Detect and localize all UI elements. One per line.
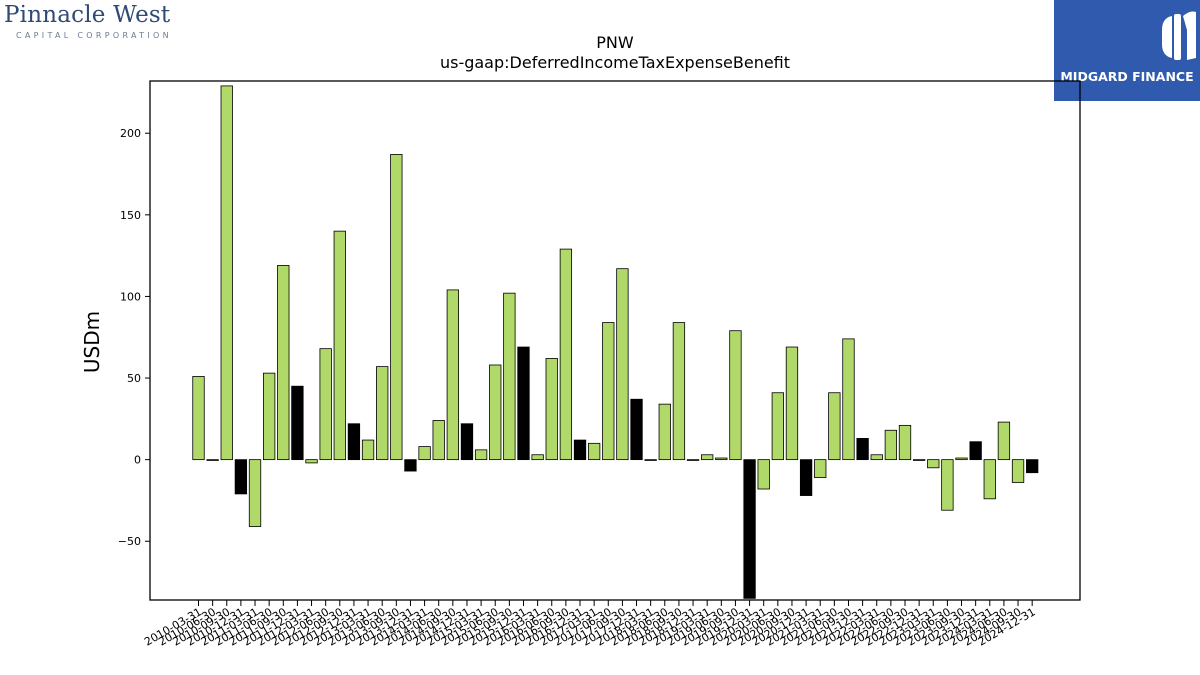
bar-2021-12-31 [856, 438, 869, 461]
y-axis: −50 0 50 100 150 200 [118, 127, 150, 548]
bar-2019-09-30 [729, 330, 742, 461]
x-axis: 2010-03-312010-06-302010-09-302010-12-31… [142, 600, 1038, 649]
chart-subtitle: us-gaap:DeferredIncomeTaxExpenseBenefit [440, 53, 790, 72]
plot-frame [149, 80, 1081, 601]
midgard-mark-icon [1162, 11, 1196, 60]
y-tick-label: 50 [127, 372, 141, 385]
bar-2013-03-31 [361, 439, 375, 461]
bar-2017-09-30 [616, 268, 629, 461]
pinnacle-west-logo: Pinnacle West CAPITAL CORPORATION [4, 2, 194, 44]
bar-2023-03-31 [927, 459, 940, 469]
bar-2018-03-31 [644, 459, 657, 461]
bar-2017-03-31 [587, 442, 601, 461]
bar-2020-12-31 [799, 459, 813, 496]
bar-2010-09-30 [220, 85, 233, 461]
bar-2022-09-30 [898, 424, 912, 461]
bar-2010-12-31 [234, 459, 248, 495]
bar-2015-03-31 [474, 449, 488, 461]
bar-2021-09-30 [842, 338, 855, 461]
bar-2010-06-30 [206, 459, 219, 461]
bar-2020-03-31 [757, 459, 770, 490]
logo-name: Pinnacle West [4, 2, 171, 28]
bar-2023-06-30 [941, 459, 954, 511]
bar-2018-09-30 [672, 322, 686, 461]
logo-name: MIDGARD FINANCE [1060, 69, 1194, 84]
bar-2024-03-31 [983, 459, 996, 500]
bar-2017-06-30 [602, 322, 615, 461]
bar-2011-12-31 [291, 385, 304, 461]
logo-subtitle: CAPITAL CORPORATION [16, 31, 172, 40]
bar-2023-12-31 [969, 441, 982, 461]
bar-2013-12-31 [404, 459, 417, 472]
bar-2024-06-30 [997, 421, 1011, 461]
bar-2011-03-31 [248, 459, 262, 527]
y-axis-label: USDm [80, 311, 104, 373]
bar-2013-06-30 [376, 366, 389, 461]
y-tick-label: 0 [134, 454, 141, 467]
bar-2015-12-31 [517, 346, 530, 461]
bar-2011-06-30 [262, 372, 276, 461]
bar-2023-09-30 [955, 457, 968, 461]
bar-2019-12-31 [743, 459, 756, 599]
bar-2019-06-30 [715, 457, 728, 461]
bar-2012-09-30 [333, 230, 346, 461]
bar-2020-09-30 [785, 346, 799, 461]
bar-2015-06-30 [489, 364, 502, 461]
bar-2021-03-31 [814, 459, 827, 478]
bar-2019-03-31 [701, 454, 714, 461]
y-tick-label: −50 [118, 535, 141, 548]
y-tick-label: 150 [120, 209, 141, 222]
bar-2016-03-31 [531, 454, 544, 461]
bar-2014-06-30 [432, 420, 445, 461]
bar-2012-12-31 [347, 423, 361, 461]
bar-2014-03-31 [418, 446, 431, 461]
y-tick-label: 200 [120, 127, 141, 140]
bar-2011-09-30 [277, 265, 290, 461]
bar-2014-09-30 [446, 289, 459, 461]
bar-2015-09-30 [503, 292, 516, 461]
bar-2021-06-30 [828, 392, 841, 461]
bar-2022-03-31 [870, 454, 883, 461]
bar-2020-06-30 [771, 392, 784, 461]
bar-2017-12-31 [630, 398, 643, 461]
bar-2022-06-30 [884, 429, 898, 461]
bar-2013-09-30 [390, 154, 403, 461]
bar-series [192, 85, 1039, 599]
bar-2012-06-30 [319, 348, 332, 461]
chart-title: PNW [596, 33, 634, 52]
bar-2018-12-31 [686, 459, 700, 461]
bar-2016-12-31 [573, 439, 587, 461]
midgard-finance-logo: MIDGARD FINANCE [1054, 0, 1200, 101]
bar-2018-06-30 [658, 403, 671, 461]
bar-2010-03-31 [192, 376, 205, 461]
bar-2022-12-31 [912, 459, 926, 461]
bar-2024-09-30 [1011, 459, 1025, 483]
y-tick-label: 100 [120, 290, 141, 303]
bar-2012-03-31 [305, 459, 318, 464]
bar-2016-06-30 [545, 358, 558, 461]
bar-2016-09-30 [559, 248, 573, 461]
bar-2014-12-31 [460, 423, 474, 461]
bar-2024-12-31 [1026, 459, 1039, 474]
